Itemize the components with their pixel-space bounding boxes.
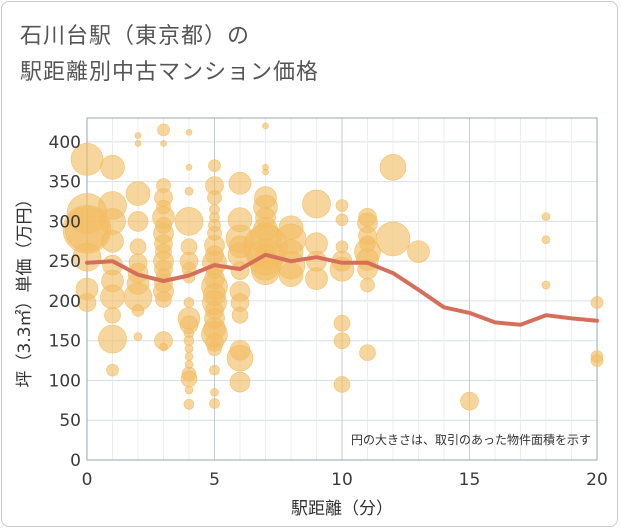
data-bubble	[98, 324, 127, 354]
y-tick-label: 200	[49, 292, 81, 312]
y-tick-label: 100	[49, 371, 81, 391]
data-bubble	[360, 277, 375, 293]
data-bubble	[333, 332, 351, 349]
x-axis-title: 駅距離（分）	[291, 499, 393, 519]
x-tick-label: 15	[459, 470, 481, 490]
data-bubble	[541, 235, 551, 244]
data-bubble	[590, 354, 604, 367]
data-bubble	[541, 212, 551, 221]
data-bubble	[106, 363, 119, 377]
chart-title-line-1: 石川台駅（東京都）の	[20, 24, 251, 49]
data-bubble	[379, 154, 407, 181]
data-bubble	[131, 304, 145, 317]
data-bubble	[460, 391, 479, 411]
data-bubble	[184, 352, 194, 361]
data-bubble	[302, 189, 331, 219]
data-bubble	[229, 371, 251, 393]
data-bubble	[228, 171, 252, 195]
data-bubble	[104, 306, 121, 324]
data-bubble	[184, 385, 194, 395]
data-bubble	[100, 155, 125, 180]
data-bubble	[185, 164, 193, 171]
data-bubble	[590, 296, 604, 309]
x-tick-label: 20	[586, 470, 608, 490]
y-tick-label: 150	[49, 332, 81, 352]
data-bubble	[70, 143, 104, 176]
data-bubble	[335, 213, 349, 227]
data-bubble	[207, 190, 222, 205]
data-bubble	[278, 262, 304, 287]
data-bubble	[159, 342, 168, 352]
data-bubble	[77, 293, 97, 312]
y-tick-label: 50	[59, 411, 81, 431]
data-bubble	[208, 159, 221, 173]
data-bubble	[335, 199, 349, 212]
data-bubble	[262, 122, 269, 130]
data-bubble	[155, 291, 172, 308]
x-tick-label: 5	[209, 470, 220, 490]
data-bubble	[210, 388, 219, 397]
data-bubble	[207, 341, 222, 356]
data-bubble	[375, 221, 411, 257]
bubble-size-note: 円の大きさは、取引のあった物件面積を示す	[351, 432, 591, 447]
data-bubble	[134, 132, 142, 139]
y-tick-label: 250	[49, 252, 81, 272]
data-bubble	[134, 140, 142, 147]
data-bubble	[185, 129, 193, 136]
data-bubble	[101, 229, 124, 253]
data-bubble	[184, 186, 194, 196]
data-bubble	[184, 344, 194, 353]
y-tick-label: 300	[49, 212, 81, 232]
y-tick-label: 400	[49, 133, 81, 153]
data-bubble	[209, 364, 220, 376]
data-bubble	[183, 297, 195, 308]
data-bubble	[407, 240, 430, 263]
data-bubble	[333, 314, 351, 332]
data-bubble	[127, 211, 149, 232]
data-bubble	[333, 376, 351, 393]
data-bubble	[180, 370, 198, 388]
y-tick-label: 0	[70, 451, 81, 471]
data-bubble	[157, 123, 170, 137]
x-tick-label: 10	[331, 470, 353, 490]
data-bubble	[133, 332, 143, 342]
data-bubble	[174, 207, 204, 236]
x-tick-label: 0	[82, 470, 93, 490]
data-bubble	[160, 140, 167, 147]
data-bubble	[183, 399, 195, 410]
data-bubble	[183, 335, 195, 346]
y-axis-title: 坪（3.3㎡）単価（万円）	[15, 190, 35, 387]
data-bubble	[262, 168, 269, 176]
data-bubble	[226, 344, 254, 372]
average-price-line	[85, 252, 599, 327]
data-bubble	[541, 280, 551, 290]
data-bubble	[125, 181, 151, 206]
y-tick-label: 350	[49, 173, 81, 193]
data-bubble	[209, 398, 220, 409]
data-bubble	[359, 344, 376, 361]
data-bubble	[231, 306, 249, 324]
chart-title-line-2: 駅距離別中古マンション価格	[20, 60, 320, 85]
data-bubble	[100, 284, 125, 310]
data-bubble	[129, 238, 147, 256]
data-bubble	[306, 250, 327, 272]
